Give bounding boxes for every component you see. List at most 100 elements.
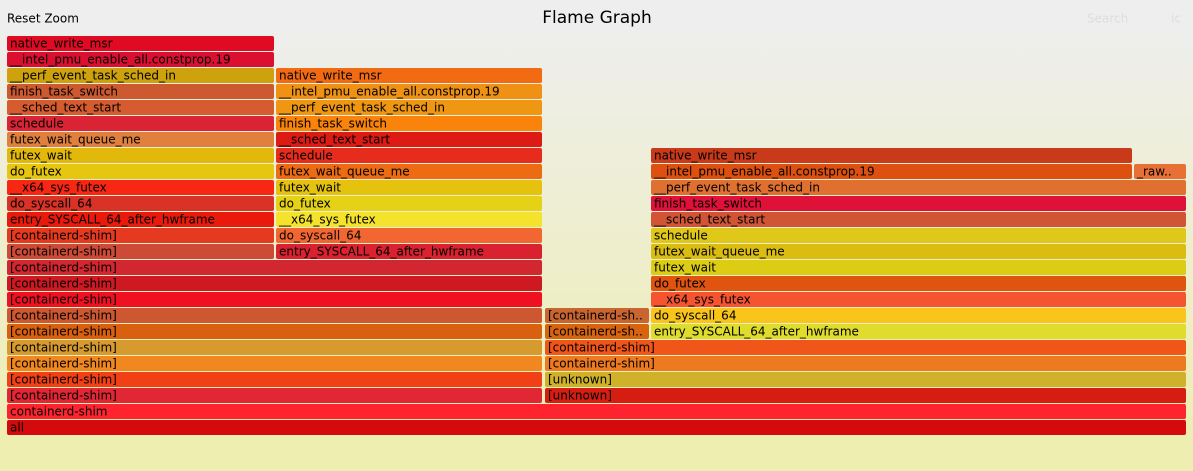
frame[interactable]: _raw.. (1134, 164, 1186, 179)
frame[interactable]: containerd-shim (7, 404, 1186, 419)
frame-label: __sched_text_start (9, 101, 121, 115)
frame-bar (651, 292, 1186, 307)
frame[interactable]: __x64_sys_futex (651, 292, 1186, 307)
frame-label: [containerd-shim] (10, 341, 117, 355)
frame[interactable]: __intel_pmu_enable_all.constprop.19 (276, 84, 542, 99)
frame[interactable]: __perf_event_task_sched_in (276, 100, 542, 115)
frame-label: entry_SYSCALL_64_after_hwframe (10, 213, 215, 227)
frame[interactable]: __intel_pmu_enable_all.constprop.19 (651, 164, 1132, 179)
frame-label: entry_SYSCALL_64_after_hwframe (279, 245, 484, 259)
frame-label: do_futex (279, 197, 331, 211)
frame[interactable]: __x64_sys_futex (7, 180, 274, 195)
frame-bar (276, 228, 542, 243)
frame[interactable]: native_write_msr (276, 68, 542, 83)
frame[interactable]: [containerd-shim] (7, 372, 542, 387)
frame-bar (545, 356, 1186, 371)
frame-bar (7, 308, 542, 323)
search[interactable]: Search (1087, 12, 1128, 26)
frame-label: __x64_sys_futex (9, 181, 107, 195)
frame[interactable]: [containerd-shim] (7, 276, 542, 291)
frame-bar (276, 164, 542, 179)
frame-bar (651, 180, 1186, 195)
frame-label: [containerd-shim] (10, 277, 117, 291)
frame[interactable]: entry_SYSCALL_64_after_hwframe (276, 244, 542, 259)
frame[interactable]: [containerd-sh.. (545, 324, 649, 339)
frame-bar (651, 196, 1186, 211)
frame[interactable]: native_write_msr (7, 36, 274, 51)
frame[interactable]: __perf_event_task_sched_in (7, 68, 274, 83)
frame[interactable]: futex_wait_queue_me (7, 132, 274, 147)
reset-zoom[interactable]: Reset Zoom (7, 12, 79, 26)
frame[interactable]: [containerd-shim] (545, 356, 1186, 371)
frame-bar (7, 260, 542, 275)
frame-bar (7, 196, 274, 211)
frame[interactable]: futex_wait (651, 260, 1186, 275)
frame-label: [containerd-shim] (10, 325, 117, 339)
frame[interactable]: [containerd-shim] (7, 340, 542, 355)
frame[interactable]: [containerd-shim] (7, 292, 542, 307)
frame[interactable]: finish_task_switch (651, 196, 1186, 211)
frame-bar (276, 212, 542, 227)
frame-label: __intel_pmu_enable_all.constprop.19 (9, 53, 231, 67)
frame-bar (545, 388, 1186, 403)
frame-bar (276, 196, 542, 211)
frame[interactable]: schedule (7, 116, 274, 131)
frame[interactable]: [containerd-shim] (7, 244, 274, 259)
frame[interactable]: native_write_msr (651, 148, 1132, 163)
ignore-case[interactable]: ic (1171, 12, 1181, 26)
frame[interactable]: schedule (651, 228, 1186, 243)
frame-bar (7, 132, 274, 147)
frame-label: [containerd-shim] (548, 341, 655, 355)
frame-label: __intel_pmu_enable_all.constprop.19 (278, 85, 500, 99)
frame-bar (7, 388, 542, 403)
frame[interactable]: entry_SYSCALL_64_after_hwframe (7, 212, 274, 227)
frame[interactable]: [containerd-shim] (7, 308, 542, 323)
frame[interactable]: entry_SYSCALL_64_after_hwframe (651, 324, 1186, 339)
frame-bar (651, 244, 1186, 259)
frame[interactable]: futex_wait (7, 148, 274, 163)
frame-label: schedule (10, 117, 64, 131)
frame[interactable]: __sched_text_start (651, 212, 1186, 227)
frame[interactable]: do_syscall_64 (7, 196, 274, 211)
frame-label: do_syscall_64 (10, 197, 92, 211)
frame[interactable]: finish_task_switch (7, 84, 274, 99)
frame-bar (7, 292, 542, 307)
frame-bar (545, 340, 1186, 355)
frame[interactable]: __sched_text_start (7, 100, 274, 115)
frame[interactable]: do_syscall_64 (276, 228, 542, 243)
frame-bar (1134, 164, 1186, 179)
frame[interactable]: [containerd-shim] (7, 356, 542, 371)
frame[interactable]: futex_wait (276, 180, 542, 195)
frame[interactable]: [containerd-shim] (7, 324, 542, 339)
frame[interactable]: [unknown] (545, 372, 1186, 387)
frame[interactable]: do_futex (7, 164, 274, 179)
frame[interactable]: [containerd-shim] (7, 388, 542, 403)
frame[interactable]: do_syscall_64 (651, 308, 1186, 323)
frame-label: [containerd-shim] (10, 245, 117, 259)
frame[interactable]: futex_wait_queue_me (651, 244, 1186, 259)
frame-label: native_write_msr (10, 37, 113, 51)
frame[interactable]: [containerd-shim] (7, 260, 542, 275)
frame-bar (651, 212, 1186, 227)
frame-bar (545, 308, 649, 323)
frame[interactable]: [unknown] (545, 388, 1186, 403)
frame[interactable]: all (7, 420, 1186, 435)
frame[interactable]: do_futex (276, 196, 542, 211)
frame-bar (276, 68, 542, 83)
frame[interactable]: [containerd-shim] (7, 228, 274, 243)
frame[interactable]: futex_wait_queue_me (276, 164, 542, 179)
frame[interactable]: __perf_event_task_sched_in (651, 180, 1186, 195)
frame[interactable]: __intel_pmu_enable_all.constprop.19 (7, 52, 274, 67)
frame-label: [containerd-shim] (548, 357, 655, 371)
frame-label: futex_wait (10, 149, 72, 163)
frame[interactable]: schedule (276, 148, 542, 163)
frame[interactable]: __sched_text_start (276, 132, 542, 147)
frame[interactable]: finish_task_switch (276, 116, 542, 131)
frame[interactable]: do_futex (651, 276, 1186, 291)
frame[interactable]: [containerd-shim] (545, 340, 1186, 355)
frame-label: do_syscall_64 (279, 229, 361, 243)
frame[interactable]: __x64_sys_futex (276, 212, 542, 227)
frame-label: [containerd-shim] (10, 261, 117, 275)
frame[interactable]: [containerd-sh.. (545, 308, 649, 323)
